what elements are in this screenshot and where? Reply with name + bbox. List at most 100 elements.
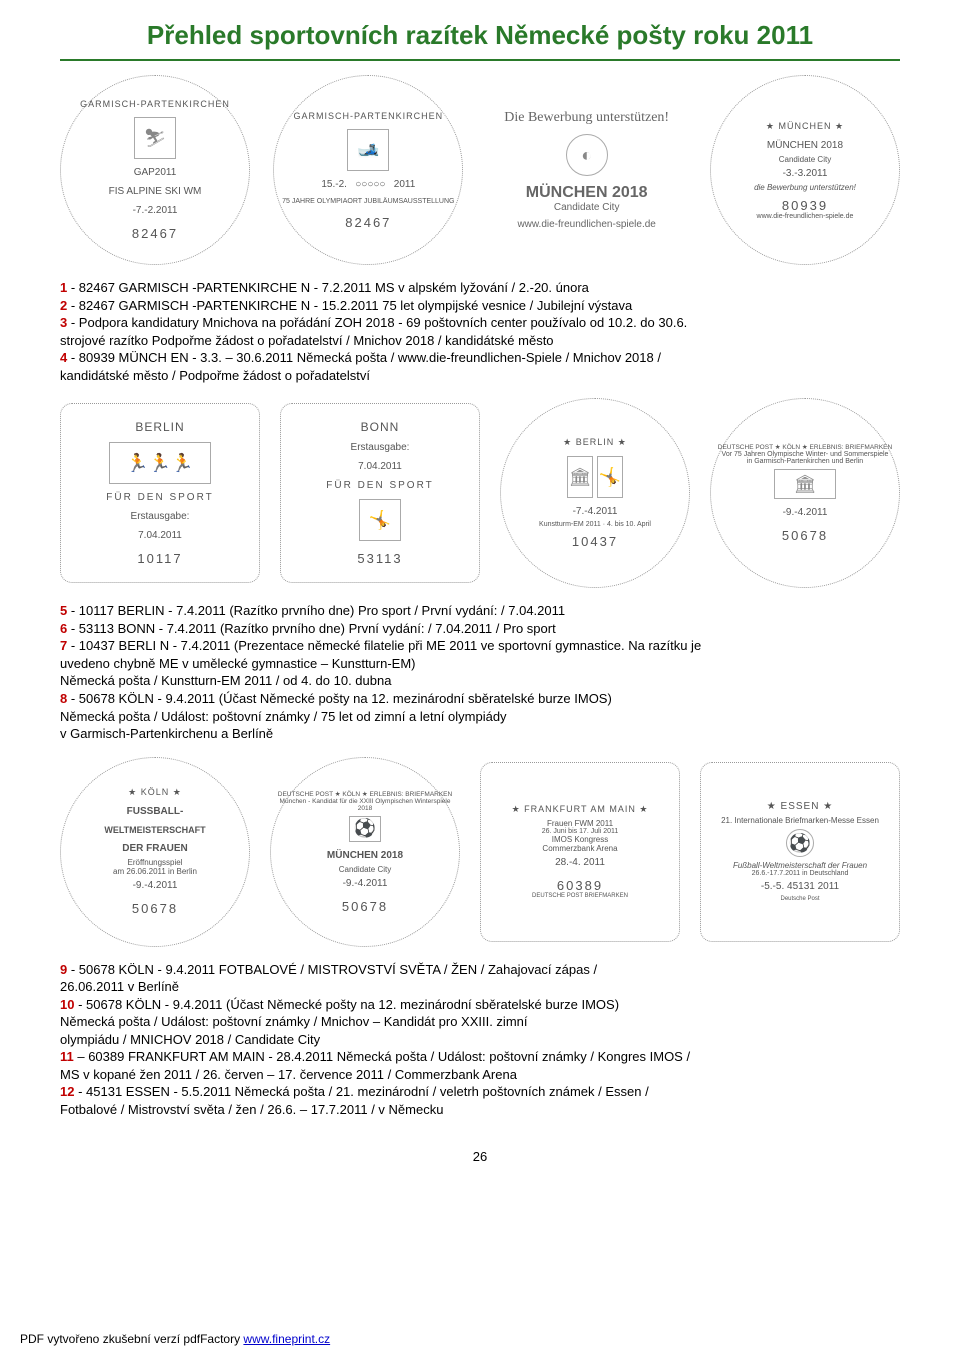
gymnast-icon: 🤸	[597, 456, 623, 498]
footer-text: PDF vytvořeno zkušební verzí pdfFactory	[20, 1332, 243, 1346]
stamp-text: FÜR DEN SPORT	[106, 492, 214, 503]
brandenburg-gate-icon: 🏛	[774, 469, 836, 499]
stamp-text: GAP2011	[134, 167, 177, 178]
stamp-arc: DEUTSCHE POST ★ KÖLN ★ ERLEBNIS: BRIEFMA…	[278, 790, 452, 798]
stamp-5: BERLIN 🏃🏃🏃 FÜR DEN SPORT Erstausgabe: 7.…	[60, 403, 260, 583]
stamp-date: -7.-4.2011	[573, 506, 618, 517]
entry-text: - 50678 KÖLN - 9.4.2011 (Účast Německé p…	[67, 691, 612, 706]
stamp-text: Frauen FWM 2011	[547, 819, 613, 828]
entry-text: - 50678 KÖLN - 9.4.2011 FOTBALOVÉ / MIST…	[67, 962, 597, 977]
stamp-text: MÜNCHEN 2018	[327, 850, 403, 861]
stamp-arc: ★ FRANKFURT AM MAIN ★	[512, 804, 649, 815]
entry-text: - 80939 MÜNCH EN - 3.3. – 30.6.2011 Něme…	[67, 350, 661, 365]
stamp-date: 28.-4. 2011	[555, 857, 605, 868]
stamp-text: Candidate City	[779, 155, 831, 164]
stamp-text: Fußball-Weltmeisterschaft der Frauen	[733, 861, 867, 870]
entry-text: - 53113 BONN - 7.4.2011 (Razítko prvního…	[67, 621, 555, 636]
stamp-row-3: ★ KÖLN ★ FUSSBALL- WELTMEISTERSCHAFT DER…	[60, 757, 900, 947]
stamp-arc: GARMISCH-PARTENKIRCHEN	[80, 99, 230, 109]
stamp-text: Kunstturm-EM 2011 · 4. bis 10. April	[539, 521, 651, 528]
stamp-text: IMOS Kongress	[552, 835, 608, 844]
football-player-icon: ⚽	[349, 816, 381, 842]
entry-text: - 10437 BERLI N - 7.4.2011 (Prezentace n…	[67, 638, 701, 653]
stamp-row-1: GARMISCH-PARTENKIRCHEN ⛷ GAP2011 FIS ALP…	[60, 75, 900, 265]
stamp-8: DEUTSCHE POST ★ KÖLN ★ ERLEBNIS: BRIEFMA…	[710, 398, 900, 588]
stamp-text: FUSSBALL-	[127, 806, 184, 817]
footer-link[interactable]: www.fineprint.cz	[243, 1332, 330, 1346]
stamp-date: -9.-4.2011	[133, 880, 178, 891]
stamp-arc: ★ MÜNCHEN ★	[766, 121, 844, 132]
entry-text: kandidátské město / Podpořme žádost o po…	[60, 368, 370, 383]
stamp-arc: ★ KÖLN ★	[128, 787, 182, 798]
stamp-link: www.die-freundlichen-spiele.de	[487, 219, 687, 230]
text-block-2: 5 - 10117 BERLIN - 7.4.2011 (Razítko prv…	[60, 602, 900, 742]
stamp-code: 82467	[132, 226, 178, 241]
entry-text: v Garmisch-Partenkirchenu a Berlíně	[60, 726, 273, 741]
stamp-text: Deutsche Post	[780, 896, 819, 902]
stamp-9: ★ KÖLN ★ FUSSBALL- WELTMEISTERSCHAFT DER…	[60, 757, 250, 947]
stamp-row-2: BERLIN 🏃🏃🏃 FÜR DEN SPORT Erstausgabe: 7.…	[60, 398, 900, 588]
stamp-text: Commerzbank Arena	[542, 844, 617, 853]
stamp-text: 26.6.-17.7.2011 in Deutschland	[752, 870, 849, 877]
stamp-1: GARMISCH-PARTENKIRCHEN ⛷ GAP2011 FIS ALP…	[60, 75, 250, 265]
stamp-11: ★ FRANKFURT AM MAIN ★ Frauen FWM 2011 26…	[480, 762, 680, 942]
stamp-link: www.die-freundlichen-spiele.de	[757, 213, 854, 220]
entry-num: 10	[60, 997, 74, 1012]
stamp-text: 2011	[394, 179, 416, 190]
stamp-arc: BERLIN	[135, 420, 184, 434]
stamp-text: FÜR DEN SPORT	[326, 480, 434, 491]
stamp-code: 80939	[782, 198, 828, 213]
stamp-text: FIS ALPINE SKI WM	[109, 186, 202, 197]
stamp-4: ★ MÜNCHEN ★ MÜNCHEN 2018 Candidate City …	[710, 75, 900, 265]
stamp-text: in Garmisch-Partenkirchen und Berlin	[747, 458, 863, 465]
stamp-text: MÜNCHEN 2018	[767, 140, 843, 151]
gymnast-icon: 🤸	[359, 499, 401, 541]
stamp-text: Vor 75 Jahren Olympische Winter- und Som…	[722, 451, 889, 458]
stamp-10: DEUTSCHE POST ★ KÖLN ★ ERLEBNIS: BRIEFMA…	[270, 757, 460, 947]
stamp-text: 21. Internationale Briefmarken-Messe Ess…	[721, 816, 879, 825]
stamp-date: -5.-5. 45131 2011	[761, 881, 839, 892]
stamp-arc: DEUTSCHE POST ★ KÖLN ★ ERLEBNIS: BRIEFMA…	[718, 443, 892, 451]
stamp-code: 10117	[137, 551, 182, 566]
stamp-code: 50678	[342, 899, 388, 914]
stamp-text: Erstausgabe:	[351, 442, 410, 453]
stamp-text: München - Kandidat für die XXIII Olympis…	[277, 798, 453, 812]
runners-icon: 🏃🏃🏃	[109, 442, 211, 484]
entry-text: strojové razítko Podpořme žádost o pořad…	[60, 333, 554, 348]
stamp-12: ★ ESSEN ★ 21. Internationale Briefmarken…	[700, 762, 900, 942]
page-title: Přehled sportovních razítek Německé pošt…	[60, 20, 900, 51]
stamp-arc: ★ ESSEN ★	[767, 801, 833, 812]
stamp-text: DEUTSCHE POST BRIEFMARKEN	[532, 893, 628, 899]
stamp-arc: GARMISCH-PARTENKIRCHEN	[293, 111, 443, 121]
stamp-date: -7.-2.2011	[133, 205, 178, 216]
stamp-text: WELTMEISTERSCHAFT	[104, 825, 205, 835]
skier-icon: ⛷	[134, 117, 176, 159]
logo-icon: ◐	[566, 134, 608, 176]
entry-text: - 45131 ESSEN - 5.5.2011 Německá pošta /…	[74, 1084, 648, 1099]
stamp-arc: ★ BERLIN ★	[563, 437, 627, 448]
text-block-3: 9 - 50678 KÖLN - 9.4.2011 FOTBALOVÉ / MI…	[60, 961, 900, 1119]
entry-text: – 60389 FRANKFURT AM MAIN - 28.4.2011 Ně…	[74, 1049, 690, 1064]
stamp-text: Candidate City	[487, 202, 687, 213]
tower-icon: 🏛	[567, 456, 593, 498]
stamp-code: 60389	[557, 878, 603, 893]
stamp-text: DER FRAUEN	[122, 843, 188, 854]
entry-text: - Podpora kandidatury Mnichova na pořádá…	[67, 315, 687, 330]
stamp-text: Eröffnungsspiel	[128, 858, 183, 867]
entry-text: - 82467 GARMISCH -PARTENKIRCHE N - 7.2.2…	[67, 280, 589, 295]
entry-text: MS v kopané žen 2011 / 26. červen – 17. …	[60, 1067, 517, 1082]
title-rule	[60, 59, 900, 61]
entry-text: Německá pošta / Kunstturn-EM 2011 / od 4…	[60, 673, 391, 688]
text-block-1: 1 - 82467 GARMISCH -PARTENKIRCHE N - 7.2…	[60, 279, 900, 384]
stamp-text: Die Bewerbung unterstützen!	[487, 110, 687, 126]
stamp-text: 15.-2.	[321, 179, 347, 190]
stamp-text: am 26.06.2011 in Berlin	[113, 867, 197, 876]
page-number: 26	[60, 1149, 900, 1164]
entry-text: Německá pošta / Událost: poštovní známky…	[60, 709, 507, 724]
entry-text: olympiádu / MNICHOV 2018 / Candidate Cit…	[60, 1032, 320, 1047]
stamp-date: -9.-4.2011	[783, 507, 828, 518]
stamp-date: -9.-4.2011	[343, 878, 388, 889]
stamp-7: ★ BERLIN ★ 🏛🤸 -7.-4.2011 Kunstturm-EM 20…	[500, 398, 690, 588]
stamp-text: Erstausgabe:	[131, 511, 190, 522]
stamp-code: 82467	[345, 215, 391, 230]
